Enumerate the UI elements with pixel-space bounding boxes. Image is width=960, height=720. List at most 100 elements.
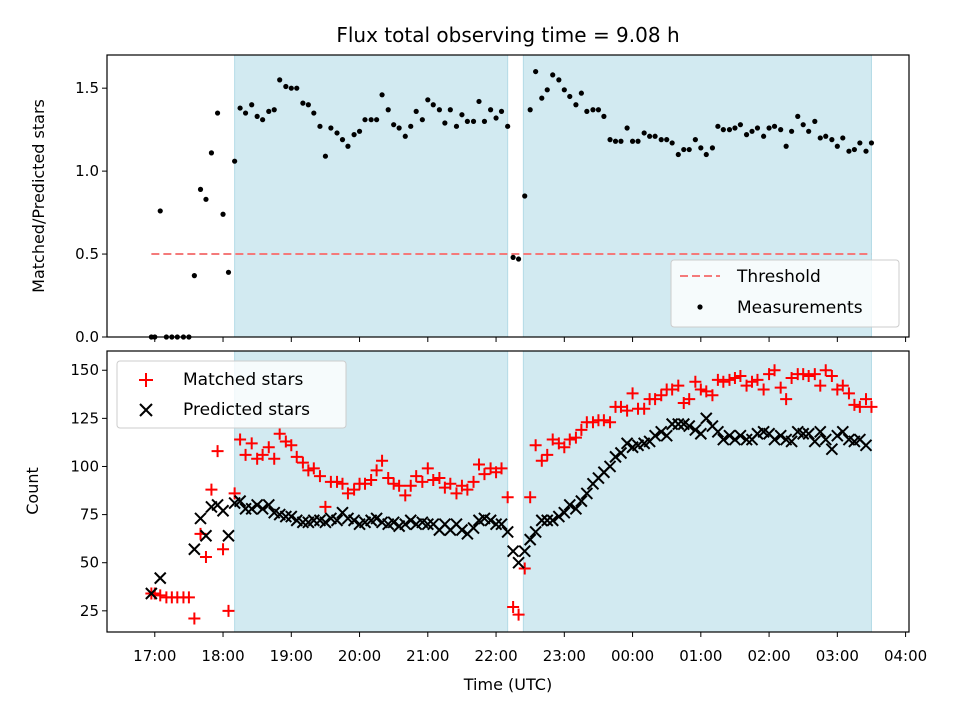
matched-stars-point [825,370,838,383]
top-y-tick-label: 0.5 [75,245,99,263]
measurements-point [715,123,721,129]
matched-stars-point [700,385,713,398]
matched-legend-swatch [139,373,153,387]
matched-stars-point [802,370,815,383]
matched-stars-point [655,389,668,402]
measurements-point [669,140,675,146]
predicted-stars-point [199,529,213,542]
predicted-stars-point [145,587,158,600]
measurements-point [481,118,488,124]
measurements-point [396,125,402,131]
measurements-point [214,110,221,116]
matched-stars-point [290,450,303,463]
measurements-point [447,107,453,113]
measurements-point [322,153,329,159]
measurements-point [834,143,840,149]
matched-stars-point [853,400,866,413]
matched-stars-point [728,371,741,384]
measurements-point [391,122,397,128]
matched-stars-point [399,489,412,502]
measurements-point [374,117,380,123]
x-tick-label: 01:00 [679,647,722,665]
predicted-stars-point [256,502,269,516]
matched-stars-point [222,604,235,617]
predicted-stars-point [575,494,588,508]
matched-stars-point [472,458,485,471]
matched-stars-point [154,589,167,602]
measurements-point [726,127,733,133]
measurements-point [863,148,869,154]
top-y-axis-label: Matched/Predicted stars [29,99,48,293]
matched-stars-point [614,400,627,413]
matched-stars-point [836,379,849,392]
matched-stars-point [524,491,537,504]
matched-stars-point [285,439,298,452]
matched-stars-point [541,448,554,461]
measurements-point [476,98,482,105]
measurements-point [556,77,562,83]
measurements-point [681,146,687,153]
measurements-point [203,196,209,202]
matched-stars-point [450,487,463,500]
predicted-stars-point [518,544,531,558]
measurements-point [778,127,784,133]
bottom-legend-box [116,360,347,429]
predicted-stars-point [808,435,822,448]
bottom-y-tick-label: 75 [80,506,99,524]
predicted-stars-point [711,425,725,439]
threshold-legend-label: Threshold [736,267,821,287]
measurements-point [533,68,539,75]
measurements-point [368,117,374,123]
measurements-point [527,107,533,113]
matched-stars-point [626,387,639,400]
predicted-stars-point [370,512,383,525]
measurements-point [567,93,573,100]
predicted-stars-point [296,516,310,529]
measurements-point [334,130,340,136]
matched-stars-point [621,404,634,417]
matched-stars-point [302,464,315,477]
matched-stars-point [586,416,599,429]
bottom-x-axis: 17:00 18:00 19:00 20:00 21:00 22:00 23:00 00:00… [133,632,927,665]
measurements-point [277,77,283,83]
matched-stars-point [211,445,224,458]
measurements-point [283,83,289,90]
matched-stars-point [814,379,827,392]
measurements-point [459,112,465,118]
measurements-point [470,118,477,124]
measurements-point [408,123,414,129]
predicted-stars-point [233,494,247,508]
measurements-point [629,138,636,144]
measurements-point [618,138,624,144]
predicted-stars-point [285,510,298,523]
matched-stars-point [848,398,861,411]
matched-stars-point [416,475,429,488]
measurements-point [698,145,704,151]
measurements-point [561,87,567,93]
predicted-stars-point [330,514,344,527]
matched-stars-point [501,491,514,504]
matched-stars-point [256,448,269,461]
matched-stars-point [199,550,212,563]
measurements-point [635,138,641,144]
measurements-point [709,145,716,151]
measurements-point [578,90,584,96]
measurements-point [436,107,443,113]
predicted-stars-point [700,412,713,425]
predicted-stars-point [620,437,634,450]
matched-stars-point [495,462,508,475]
predicted-stars-point [552,510,566,523]
measurements-point [351,132,357,138]
measurements-point [237,105,243,111]
matched-stars-point [785,371,798,384]
predicted-stars-point [694,427,708,440]
measurements-point [385,107,391,113]
matched-stars-point [307,462,320,475]
matched-stars-point [410,470,423,483]
predicted-legend-swatch [139,403,153,417]
matched-stars-point [205,483,218,496]
predicted-stars-point [489,518,503,531]
matched-stars-point [768,364,781,377]
measurements-point [362,117,368,123]
